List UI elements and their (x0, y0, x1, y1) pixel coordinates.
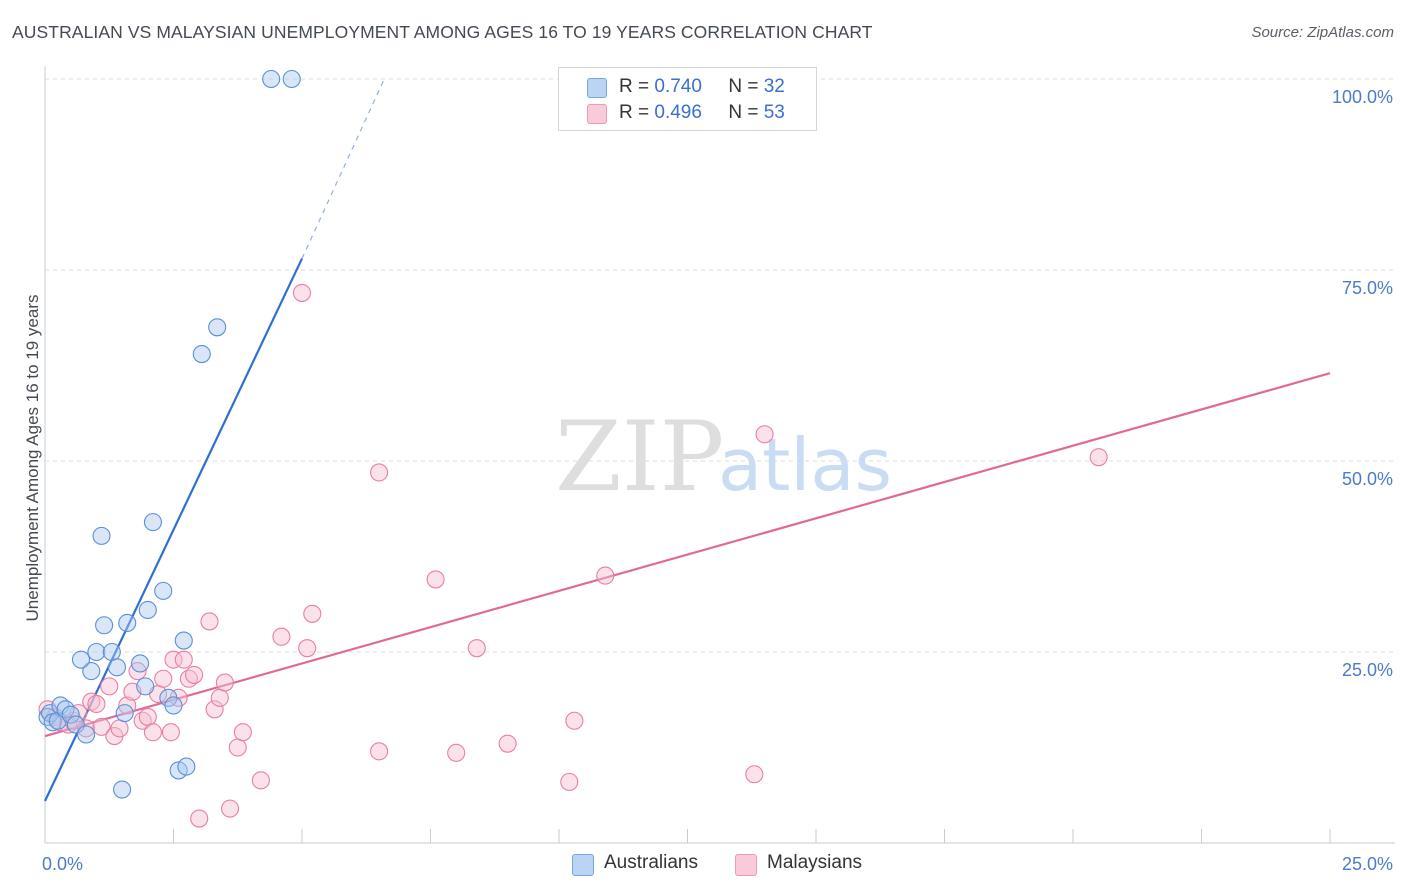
legend-r-value: 0.740 (654, 76, 702, 97)
malaysians-point (174, 650, 193, 669)
y-tick-label: 50.0% (1342, 469, 1393, 489)
malaysians-point (272, 627, 291, 646)
australians-point (208, 318, 227, 337)
y-tick-label: 75.0% (1342, 278, 1393, 298)
legend-r-value: 0.496 (654, 102, 702, 123)
malaysians-point (190, 809, 209, 828)
malaysians-point (110, 719, 129, 738)
malaysians-point (1089, 448, 1108, 467)
malaysians-point (292, 283, 312, 302)
trend-lines (44, 78, 1331, 802)
australians-point (164, 696, 183, 715)
australians-point (192, 344, 211, 364)
australians-point (56, 700, 75, 719)
y-axis-label: Unemployment Among Ages 16 to 19 years (23, 295, 42, 622)
australians-point (177, 757, 196, 776)
australians-point (82, 662, 101, 681)
bottom-legend-swatch-malaysians (735, 854, 757, 876)
tick-labels: 25.0% 50.0% 75.0% 100.0% 0.0% 25.0% (42, 87, 1393, 874)
y-tick-label: 25.0% (1342, 660, 1393, 680)
legend-n-value: 32 (763, 76, 785, 97)
malaysians-point (154, 669, 173, 688)
malaysians-point (498, 734, 517, 753)
australians-points (38, 69, 301, 799)
malaysians-point (143, 723, 162, 742)
legend-swatch-malaysians (587, 104, 607, 124)
australians-point (174, 631, 193, 650)
x-tick-label: 0.0% (42, 854, 83, 874)
malaysians-point (164, 650, 183, 669)
malaysians-point (596, 566, 615, 585)
australians-point (115, 704, 134, 723)
malaysians-point (426, 570, 445, 589)
x-tick-label: 25.0% (1342, 854, 1393, 874)
malaysians-point (77, 719, 96, 738)
grid-lines (45, 78, 1395, 653)
bottom-legend-label-malaysians: Malaysians (767, 852, 863, 873)
axes (44, 66, 1395, 844)
legend-n-label: N = (728, 102, 764, 123)
bottom-legend-swatch-australians (572, 854, 594, 876)
australians-point (95, 616, 114, 635)
bottom-legend-label-australians: Australians (604, 852, 698, 873)
malaysians-point (228, 738, 247, 757)
australians-point (262, 69, 281, 89)
malaysians-point (565, 711, 584, 730)
legend-n-value: 53 (763, 102, 785, 123)
watermark-zip: ZIP (555, 401, 724, 513)
malaysians-point (185, 665, 204, 684)
australians-point (118, 613, 137, 633)
legend-swatch-australians (587, 78, 607, 98)
malaysians-point (233, 723, 252, 742)
legend-n-label: N = (728, 76, 764, 97)
malaysians-point (560, 772, 579, 791)
australians-point (138, 600, 157, 620)
malaysians-point (370, 742, 389, 761)
malaysians-point (755, 425, 774, 444)
australians-point (77, 725, 96, 744)
malaysians-point (251, 771, 270, 790)
australians-point (71, 650, 91, 669)
chart-title: AUSTRALIAN VS MALAYSIAN UNEMPLOYMENT AMO… (12, 22, 873, 42)
malaysians-point (370, 463, 389, 482)
malaysians-point (447, 743, 466, 762)
australians-trend-extension (301, 78, 385, 259)
legend-r-label: R = (619, 102, 655, 123)
malaysians-point (161, 723, 180, 742)
watermark: ZIP atlas (555, 401, 892, 513)
malaysians-point (210, 688, 229, 707)
malaysians-point (215, 673, 234, 692)
australians-point (87, 642, 106, 662)
malaysians-point (303, 604, 322, 623)
malaysians-point (467, 639, 486, 658)
australians-point (143, 513, 162, 532)
watermark-atlas: atlas (718, 423, 892, 507)
australians-point (102, 642, 121, 662)
australians-point (92, 526, 111, 545)
malaysians-point (200, 612, 219, 631)
legend-r-label: R = (619, 76, 655, 97)
australians-point (113, 780, 132, 799)
australians-point (61, 705, 80, 724)
australians-point (282, 69, 301, 89)
correlation-legend: R = 0.740 N = 32 R = 0.496 N = 53 (558, 67, 817, 131)
malaysians-point (220, 799, 240, 818)
malaysians-point (205, 700, 224, 719)
australians-trend-line (44, 258, 303, 802)
malaysians-point (298, 639, 317, 658)
australians-point (154, 581, 173, 600)
malaysians-trend-line (44, 372, 1331, 738)
chart-source: Source: ZipAtlas.com (1251, 24, 1394, 41)
malaysians-point (92, 717, 111, 736)
australians-point (136, 677, 155, 696)
malaysians-point (87, 694, 106, 714)
malaysians-point (100, 677, 119, 696)
malaysians-point (745, 765, 764, 784)
australians-point (131, 654, 150, 673)
y-tick-label: 100.0% (1332, 87, 1393, 107)
australians-point (107, 658, 127, 677)
malaysians-point (138, 707, 157, 726)
